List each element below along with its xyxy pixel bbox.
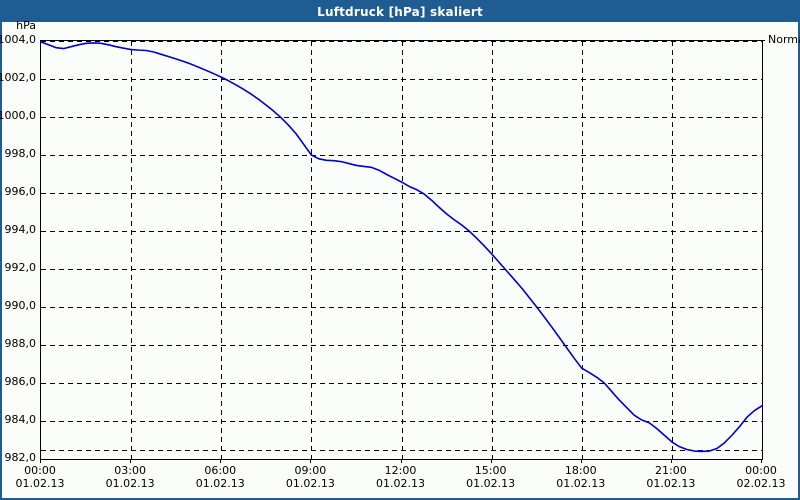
window-title-bar: Luftdruck [hPa] skaliert: [2, 2, 798, 22]
x-axis-tick-date: 01.02.13: [105, 477, 155, 490]
x-axis-tick-date: 01.02.13: [466, 477, 516, 490]
x-axis-tick-label: 15:00 01.02.13: [451, 464, 531, 490]
normal-annotation-label: Normal: [768, 33, 800, 46]
x-axis-tick-label: 09:00 01.02.13: [270, 464, 350, 490]
x-axis-tick-label: 18:00 01.02.13: [541, 464, 621, 490]
x-axis-tick-time: 09:00: [294, 464, 327, 477]
x-axis-tick-time: 00:00: [24, 464, 56, 477]
x-axis-tick-mark: [310, 459, 311, 463]
x-axis-tick-time: 15:00: [474, 464, 507, 477]
x-axis-tick-mark: [40, 459, 41, 463]
x-axis-tick-date: 01.02.13: [376, 477, 425, 490]
x-axis-tick-mark: [761, 459, 762, 463]
y-axis-tick-label: 1002,0: [0, 71, 36, 84]
y-axis-tick-label: 984,0: [4, 413, 37, 426]
x-axis-tick-label: 03:00 01.02.13: [90, 464, 170, 490]
y-axis-tick-label: 996,0: [4, 185, 37, 198]
x-axis-tick-date: 02.02.13: [736, 477, 786, 490]
normal-annotation-tick: [761, 40, 765, 41]
x-axis-tick-label: 00:00 02.02.13: [721, 464, 800, 490]
y-axis-tick-label: 1000,0: [0, 109, 36, 122]
x-axis-tick-mark: [130, 459, 131, 463]
x-axis-tick-time: 00:00: [745, 464, 777, 477]
x-axis-tick-label: 06:00 01.02.13: [180, 464, 260, 490]
x-axis-tick-label: 00:00 01.02.13: [0, 464, 80, 490]
page-title: Luftdruck [hPa] skaliert: [317, 5, 483, 19]
x-axis-tick-mark: [401, 459, 402, 463]
y-axis-tick-label: 994,0: [4, 223, 37, 236]
x-axis-tick-date: 01.02.13: [195, 477, 245, 490]
x-axis-tick-time: 21:00: [655, 464, 687, 477]
y-axis-tick-label: 982,0: [4, 451, 37, 464]
plot-area: [40, 40, 763, 460]
x-axis-tick-date: 01.02.13: [285, 477, 335, 490]
x-axis-tick-date: 01.02.13: [15, 477, 65, 490]
x-axis-tick-time: 03:00: [114, 464, 146, 477]
x-axis-tick-date: 01.02.13: [556, 477, 606, 490]
x-axis-tick-time: 06:00: [204, 464, 237, 477]
y-axis-tick-label: 986,0: [4, 375, 37, 388]
x-axis-tick-mark: [581, 459, 582, 463]
grid-lines: [41, 41, 762, 459]
y-axis-tick-label: 988,0: [4, 337, 37, 350]
data-series-layer: [40, 41, 763, 453]
x-axis-tick-mark: [220, 459, 221, 463]
x-axis-tick-mark: [671, 459, 672, 463]
x-axis-tick-time: 12:00: [384, 464, 417, 477]
chart-canvas: hPa 982,0 984,0 986,0 988,0 990,0 992,0 994,0 9…: [0, 19, 800, 498]
x-axis-tick-mark: [491, 459, 492, 463]
x-axis-tick-label: 21:00 01.02.13: [631, 464, 711, 490]
x-axis-tick-label: 12:00 01.02.13: [361, 464, 441, 490]
y-axis-tick-label: 1004,0: [0, 33, 36, 46]
y-axis-tick-label: 998,0: [4, 147, 37, 160]
y-axis-tick-label: 992,0: [4, 261, 37, 274]
y-axis-tick-label: 990,0: [4, 299, 37, 312]
x-axis-tick-date: 01.02.13: [646, 477, 696, 490]
y-axis-unit-label: hPa: [16, 19, 36, 32]
x-axis-tick-time: 18:00: [564, 464, 597, 477]
